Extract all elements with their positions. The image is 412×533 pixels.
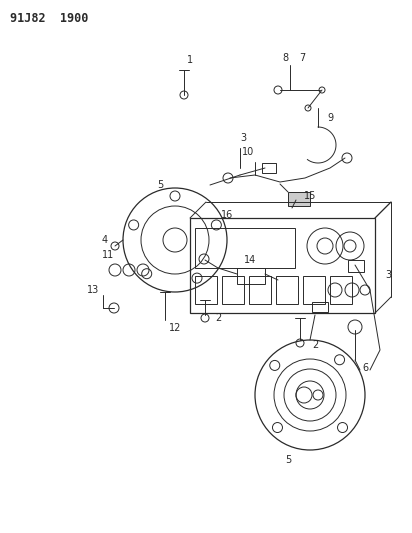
Text: 6: 6 [362,363,368,373]
Text: 91J82  1900: 91J82 1900 [10,12,89,25]
Text: 5: 5 [285,455,291,465]
Bar [288,192,310,206]
Text: 8: 8 [282,53,288,63]
Bar [195,276,217,304]
Bar [249,276,271,304]
Text: 2: 2 [215,313,221,323]
Bar [195,228,295,268]
Text: 4: 4 [102,235,108,245]
Text: 15: 15 [304,191,316,201]
Bar [262,163,276,173]
Text: 16: 16 [221,210,233,220]
Text: 3: 3 [385,270,391,280]
Bar [303,276,325,304]
Text: 7: 7 [299,53,305,63]
Text: 2: 2 [312,340,318,350]
Bar [276,276,298,304]
Text: 13: 13 [87,285,99,295]
Bar [222,276,244,304]
Text: 5: 5 [157,180,163,190]
Text: 3: 3 [240,133,246,143]
Text: 12: 12 [169,323,181,333]
Text: 11: 11 [102,250,114,260]
Bar [312,302,328,312]
Text: 10: 10 [242,147,254,157]
Bar [348,260,364,272]
Text: 14: 14 [244,255,256,265]
Text: 9: 9 [327,113,333,123]
Bar [190,218,375,313]
Bar [330,276,352,304]
Text: 1: 1 [187,55,193,65]
Bar [237,268,265,284]
